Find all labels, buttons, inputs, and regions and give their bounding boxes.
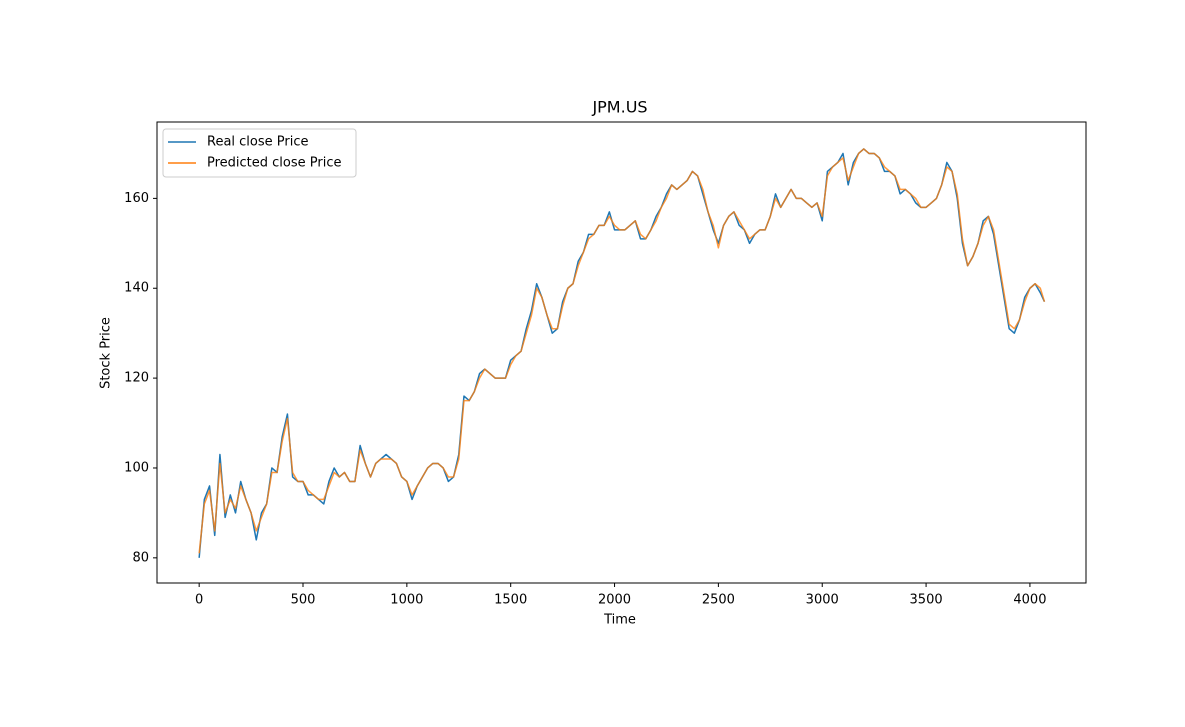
y-tick-label: 160: [124, 191, 149, 206]
x-tick-label: 500: [291, 593, 316, 608]
x-tick-label: 0: [195, 593, 203, 608]
x-tick-label: 4000: [1013, 593, 1046, 608]
x-tick-label: 1000: [390, 593, 423, 608]
y-tick-label: 80: [132, 550, 149, 565]
x-tick-label: 2000: [598, 593, 631, 608]
legend-box: [162, 128, 357, 178]
plot-frame: [156, 121, 1087, 584]
data-line: [198, 148, 1046, 554]
y-tick-label: 140: [124, 281, 149, 296]
y-axis-label: Stock Price: [99, 317, 114, 389]
x-tick-label: 1500: [494, 593, 527, 608]
y-tick-label: 120: [124, 371, 149, 386]
x-tick-label: 3500: [910, 593, 943, 608]
chart-title: JPM.US: [591, 98, 647, 117]
legend-label: Predicted close Price: [207, 156, 342, 171]
x-axis-label: Time: [603, 613, 636, 628]
legend-label: Real close Price: [207, 135, 309, 150]
x-tick-label: 3000: [806, 593, 839, 608]
x-tick-label: 2500: [702, 593, 735, 608]
y-tick-label: 100: [124, 460, 149, 475]
